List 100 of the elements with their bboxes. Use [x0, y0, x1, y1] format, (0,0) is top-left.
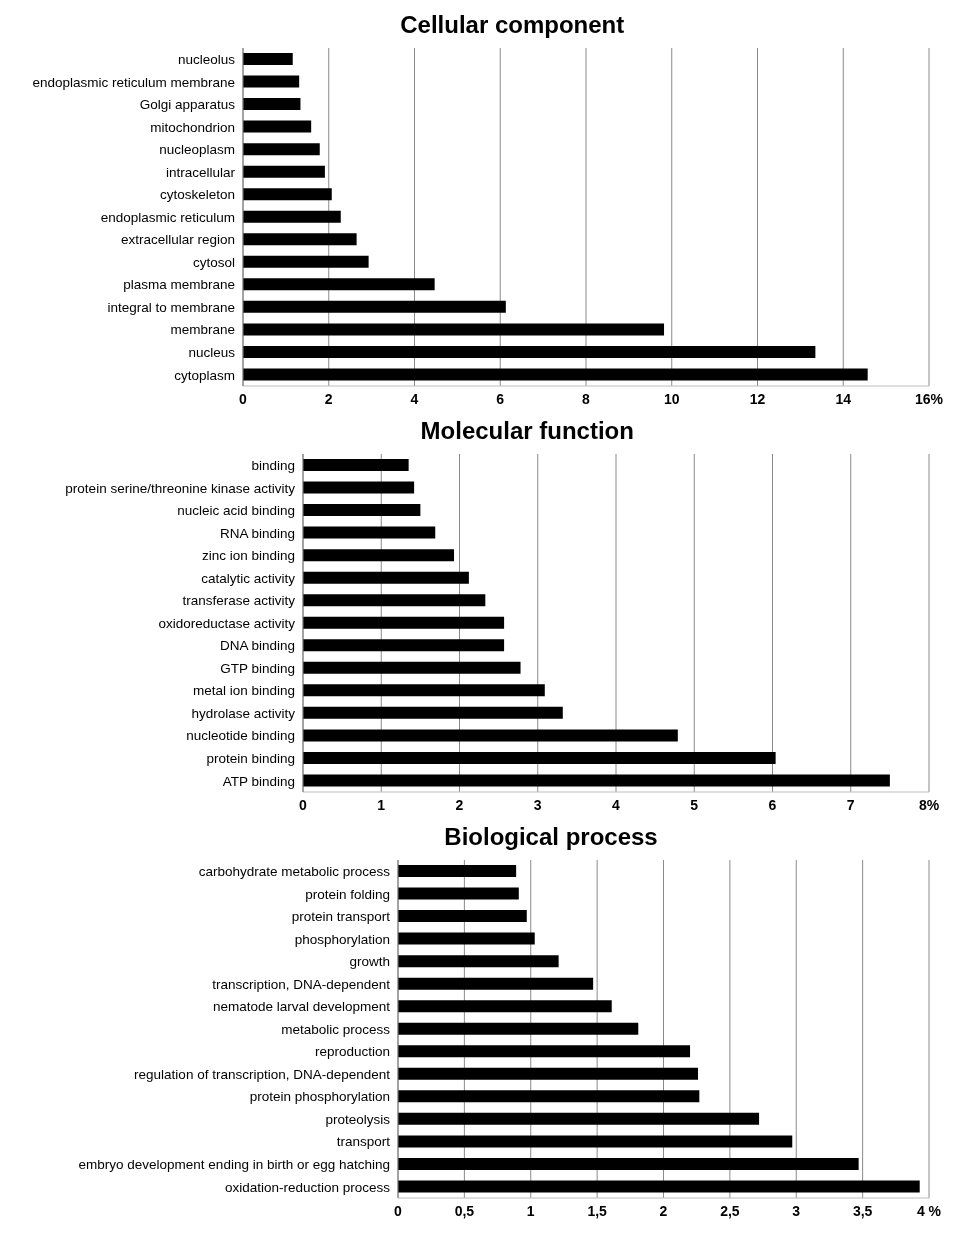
bar: [243, 75, 300, 88]
bar: [243, 165, 325, 178]
y-tick-label: nucleic acid binding: [177, 503, 295, 519]
y-tick-label: protein phosphorylation: [249, 1089, 390, 1105]
y-tick-label: growth: [349, 954, 390, 970]
bar: [243, 143, 320, 156]
y-tick-label: hydrolase activity: [191, 705, 296, 721]
bar: [303, 706, 563, 719]
bar: [243, 323, 665, 336]
x-tick-label: 6: [768, 796, 777, 813]
x-tick-label: 6: [496, 390, 505, 407]
chart-title: Cellular component: [399, 10, 626, 40]
chart-title: Biological process: [443, 822, 659, 852]
bar: [303, 571, 469, 584]
y-tick-label: DNA binding: [219, 638, 295, 654]
y-tick-label: protein transport: [291, 909, 391, 925]
bar: [243, 368, 868, 381]
x-tick-label: 10: [663, 390, 680, 407]
bar: [303, 774, 890, 787]
y-tick-label: embryo development ending in birth or egg hatching: [78, 1156, 390, 1172]
x-tick-label: 7: [846, 796, 855, 813]
bar: [243, 300, 506, 313]
y-tick-label: binding: [251, 458, 295, 474]
y-tick-label: proteolysis: [325, 1111, 391, 1127]
y-tick-label: phosphorylation: [294, 931, 390, 947]
bar: [398, 1045, 691, 1058]
y-tick-label: transferase activity: [182, 593, 296, 609]
y-tick-label: nucleus: [188, 344, 236, 360]
y-tick-label: metabolic process: [281, 1021, 391, 1037]
bar: [243, 98, 301, 111]
x-tick-label: 0,5: [454, 1202, 475, 1219]
bar: [243, 53, 293, 65]
y-tick-label: catalytic activity: [201, 570, 296, 586]
y-tick-label: carbohydrate metabolic process: [198, 864, 391, 880]
bar: [243, 210, 341, 223]
bar: [398, 1090, 700, 1103]
y-tick-label: membrane: [170, 322, 235, 338]
chart-title: Molecular function: [419, 416, 635, 446]
bar: [303, 549, 455, 562]
y-tick-label: integral to membrane: [107, 299, 235, 315]
x-tick-label: 16%: [914, 390, 944, 407]
bar: [398, 977, 594, 990]
y-tick-label: GTP binding: [220, 660, 295, 676]
y-tick-label: reproduction: [314, 1044, 390, 1060]
y-tick-label: RNA binding: [219, 525, 295, 541]
bar: [398, 1157, 859, 1170]
y-tick-label: zinc ion binding: [201, 548, 295, 564]
y-tick-label: extracellular region: [120, 232, 235, 248]
x-tick-label: 2: [324, 390, 333, 407]
y-tick-label: cytosol: [192, 254, 235, 270]
y-tick-label: cytoplasm: [174, 367, 235, 383]
bar: [243, 188, 332, 201]
bar: [398, 932, 535, 945]
x-tick-label: 3,5: [852, 1202, 873, 1219]
x-tick-label: 0: [239, 390, 248, 407]
bar: [243, 345, 816, 358]
bar: [303, 729, 678, 742]
x-tick-label: 3: [533, 796, 542, 813]
y-tick-label: metal ion binding: [192, 683, 295, 699]
y-tick-label: oxidoreductase activity: [158, 615, 296, 631]
x-tick-label: 0: [394, 1202, 403, 1219]
bar: [303, 751, 776, 764]
y-tick-label: plasma membrane: [123, 277, 235, 293]
bar: [303, 684, 545, 697]
bar: [303, 639, 505, 652]
x-tick-label: 8%: [918, 796, 940, 813]
bar: [243, 255, 369, 268]
y-tick-label: transcription, DNA-dependent: [212, 976, 391, 992]
x-tick-label: 1: [377, 796, 386, 813]
bar: [398, 887, 519, 900]
y-tick-label: cytoskeleton: [159, 187, 235, 203]
x-tick-label: 1,5: [587, 1202, 608, 1219]
bar: [398, 1067, 699, 1080]
bar: [243, 233, 357, 246]
x-tick-label: 2: [659, 1202, 668, 1219]
x-tick-label: 5: [690, 796, 699, 813]
bar: [398, 865, 517, 877]
bar: [303, 616, 505, 629]
x-tick-label: 4: [410, 390, 419, 407]
bar: [303, 594, 486, 607]
bar: [243, 278, 435, 291]
y-tick-label: intracellular: [165, 164, 236, 180]
bar: [398, 1000, 612, 1013]
y-tick-label: oxidation-reduction process: [224, 1179, 391, 1195]
bar: [303, 504, 421, 517]
x-tick-label: 2: [455, 796, 464, 813]
y-tick-label: endoplasmic reticulum: [100, 209, 235, 225]
y-tick-label: ATP binding: [222, 773, 295, 789]
y-tick-label: protein binding: [206, 750, 295, 766]
y-tick-label: Golgi apparatus: [139, 97, 236, 113]
x-tick-label: 1: [526, 1202, 535, 1219]
bar: [398, 910, 527, 923]
bar: [398, 1022, 639, 1035]
x-tick-label: 3: [792, 1202, 801, 1219]
x-tick-label: 0: [299, 796, 308, 813]
bar: [398, 1180, 920, 1193]
x-tick-label: 14: [835, 390, 852, 407]
y-tick-label: regulation of transcription, DNA-dependent: [134, 1066, 391, 1082]
y-tick-label: mitochondrion: [150, 119, 235, 135]
bar: [398, 1112, 760, 1125]
